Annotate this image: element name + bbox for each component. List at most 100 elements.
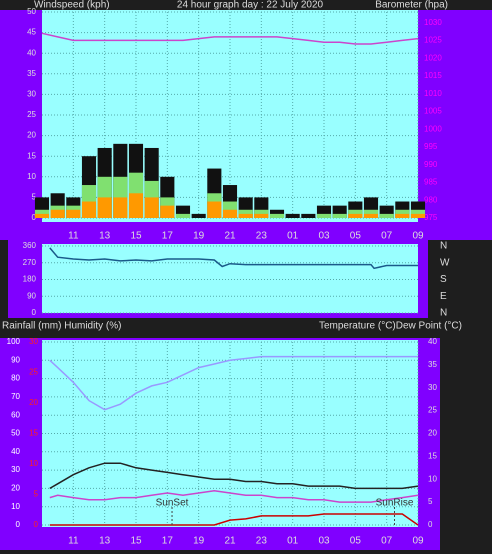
bar [410, 213, 426, 218]
y-tick-label: 40 [27, 48, 36, 57]
y-tick-label: 90 [27, 291, 36, 300]
bar [395, 213, 410, 218]
x-tick-label: 09 [412, 536, 424, 547]
y-tick-label: 50 [27, 7, 36, 16]
bar [144, 197, 159, 218]
y2-tick-label: 985 [424, 178, 438, 187]
y-axis-label: Windspeed (kph) [34, 0, 110, 11]
y2-tick-label: 10 [428, 474, 437, 483]
y2-tick-label: S [440, 274, 447, 285]
x-tick-label: 07 [381, 231, 393, 242]
x-tick-label: 21 [224, 231, 236, 242]
y-tick-label: 0 [16, 520, 21, 529]
y-tick-label: 20 [11, 484, 20, 493]
y3-tick-label: 25 [29, 368, 38, 377]
chart-title: 24 hour graph day : 22 July 2020 [177, 0, 324, 11]
y-tick-label: 0 [32, 213, 37, 222]
bar [128, 193, 144, 218]
y2-tick-label: 35 [428, 360, 437, 369]
y2-tick-label: 5 [428, 497, 433, 506]
bar [50, 209, 65, 218]
x-tick-label: 17 [162, 231, 174, 242]
x-tick-label: 11 [68, 231, 79, 242]
bar [285, 213, 300, 218]
x-tick-label: 19 [193, 231, 205, 242]
y2-tick-label: E [440, 291, 447, 302]
y-tick-label: 100 [7, 337, 21, 346]
y2-tick-label: 980 [424, 195, 438, 204]
bar [66, 209, 81, 218]
y2-tick-label: 20 [428, 429, 437, 438]
y-tick-label: 15 [27, 151, 36, 160]
y2-tick-label: 995 [424, 142, 438, 151]
bar [316, 213, 332, 218]
y3-tick-label: 15 [29, 429, 38, 438]
bar [97, 197, 112, 218]
y2-tick-label: 1010 [424, 89, 442, 98]
y2-tick-label: 30 [428, 383, 437, 392]
bar [301, 213, 316, 218]
y-tick-label: 60 [11, 410, 20, 419]
series-line [41, 32, 419, 45]
y-tick-label: 45 [27, 28, 36, 37]
y2-tick-label: 40 [428, 337, 437, 346]
bar [222, 209, 238, 218]
x-tick-label: 03 [318, 536, 330, 547]
y3-tick-label: 5 [34, 490, 39, 499]
x-tick-label: 23 [256, 231, 268, 242]
plot-area [42, 244, 418, 313]
y2-tick-label: 975 [424, 213, 438, 222]
x-tick-label: 19 [193, 536, 205, 547]
x-tick-label: 15 [130, 231, 142, 242]
x-tick-label: 21 [224, 536, 236, 547]
x-tick-label: 15 [130, 536, 142, 547]
series-line [49, 355, 418, 411]
y3-tick-label: 20 [29, 398, 38, 407]
series-line [49, 513, 419, 526]
x-tick-label: 03 [318, 231, 330, 242]
y2-tick-label: N [440, 308, 447, 319]
series-line [49, 489, 419, 503]
bar [207, 201, 222, 218]
annotation-label: SunRise [376, 498, 414, 509]
y-tick-label: 90 [11, 355, 20, 364]
y-tick-label: 10 [27, 172, 36, 181]
y-tick-label: 40 [11, 447, 20, 456]
bar [379, 213, 394, 218]
x-tick-label: 05 [350, 536, 362, 547]
x-tick-label: 13 [99, 536, 111, 547]
y3-tick-label: 10 [29, 459, 38, 468]
y-tick-label: 270 [23, 258, 37, 267]
y-tick-label: 0 [32, 308, 37, 317]
y2-tick-label: 990 [424, 160, 438, 169]
x-tick-label: 01 [287, 231, 299, 242]
x-tick-label: 05 [350, 231, 362, 242]
y2-tick-label: 1025 [424, 36, 442, 45]
y-tick-label: 180 [23, 275, 37, 284]
x-tick-label: 09 [412, 231, 424, 242]
bar [238, 213, 253, 218]
x-tick-label: 17 [162, 536, 174, 547]
y-tick-label: 30 [27, 90, 36, 99]
bar [34, 213, 50, 218]
y-tick-label: 5 [32, 193, 37, 202]
y-tick-label: 20 [27, 131, 36, 140]
y2-axis-label: Temperature (°C)Dew Point (°C) [319, 321, 462, 332]
y-tick-label: 360 [23, 241, 37, 250]
bar [81, 201, 97, 218]
y-axis-label: Rainfall (mm) Humidity (%) [2, 321, 121, 332]
y-tick-label: 10 [11, 502, 20, 511]
y2-tick-label: 1020 [424, 53, 442, 62]
x-tick-label: 01 [287, 536, 299, 547]
y2-tick-label: W [440, 257, 450, 268]
series-line [49, 462, 419, 490]
y-tick-label: 30 [11, 465, 20, 474]
x-tick-label: 13 [99, 231, 111, 242]
annotation-label: SunSet [156, 498, 189, 509]
y2-tick-label: 25 [428, 406, 437, 415]
y2-tick-label: 1015 [424, 71, 442, 80]
y2-tick-label: N [440, 241, 447, 252]
y2-tick-label: 0 [428, 520, 433, 529]
series-line [49, 247, 418, 270]
